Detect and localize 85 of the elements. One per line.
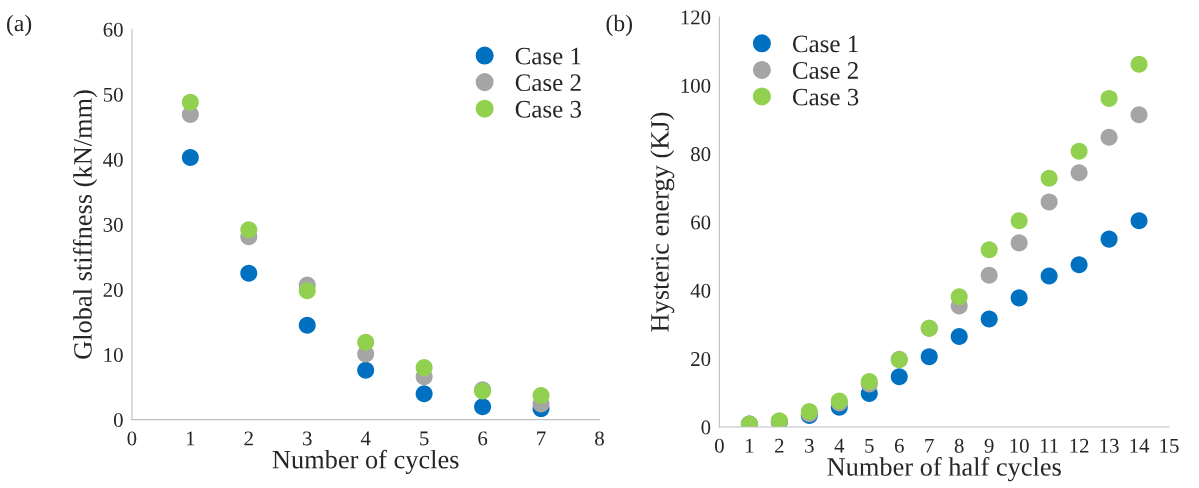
- point: [1040, 193, 1058, 211]
- x-tick-label: 10: [1010, 438, 1029, 453]
- point: [240, 221, 258, 239]
- x-tick-label: 0: [714, 438, 724, 453]
- point: [950, 327, 968, 345]
- legend-label: Case 1: [792, 35, 858, 53]
- point: [181, 148, 199, 166]
- legend-label: Case 1: [515, 47, 581, 65]
- y-tick-label: 10: [104, 347, 123, 363]
- x-tick-label: 11: [1040, 438, 1058, 453]
- text: (a): [7, 14, 32, 37]
- x-tick-label: 1: [746, 438, 754, 453]
- point: [920, 348, 938, 366]
- point: [415, 359, 433, 377]
- legend-label: Case 3: [515, 100, 582, 118]
- y-tick-label: 40: [690, 283, 711, 298]
- x-tick-label: 3: [805, 438, 814, 453]
- x-tick-label: 7: [925, 438, 934, 453]
- y-tick-label: 20: [103, 282, 123, 297]
- x-tick-label: 14: [1130, 438, 1150, 453]
- x-tick-label: 5: [865, 438, 874, 453]
- x-tick-label: 3: [303, 431, 312, 446]
- point: [1100, 128, 1118, 146]
- point: [1100, 89, 1118, 107]
- x-tick-label: 2: [244, 431, 253, 446]
- y-tick-label: 40: [103, 152, 123, 167]
- x-tick-label: 6: [478, 431, 488, 446]
- x-axis-title: Number of half cycles: [827, 457, 1061, 482]
- point: [980, 241, 998, 259]
- y-tick-label: 80: [691, 147, 711, 162]
- x-tick-label: 4: [834, 438, 845, 453]
- point: [1010, 289, 1028, 307]
- text: (b): [606, 14, 632, 37]
- y-tick-label: 50: [103, 87, 123, 102]
- point: [1070, 142, 1088, 160]
- point: [1010, 234, 1028, 252]
- legend-label: Case 2: [515, 74, 581, 92]
- x-tick-label: 0: [127, 431, 137, 446]
- point: [950, 288, 968, 306]
- point: [298, 282, 316, 300]
- y-tick-label: 30: [103, 217, 123, 232]
- x-tick-label: 13: [1100, 438, 1119, 453]
- point: [357, 333, 375, 351]
- point: [298, 316, 316, 334]
- x-tick-label: 15: [1160, 438, 1179, 453]
- point: [357, 361, 375, 379]
- point: [1130, 55, 1148, 73]
- point: [1040, 169, 1058, 187]
- point: [1130, 212, 1148, 230]
- point: [980, 310, 998, 328]
- point: [474, 398, 492, 416]
- point: [1010, 212, 1028, 230]
- y-tick-label: 120: [681, 10, 711, 25]
- y-tick-label: 20: [691, 352, 711, 367]
- y-axis-title: Hysteric energy (KJ): [650, 112, 675, 332]
- x-tick-label: 4: [360, 431, 371, 446]
- y-axis-title: Global stiffness (kN/mm): [72, 90, 98, 359]
- x-tick-label: 2: [775, 438, 784, 453]
- point: [1070, 164, 1088, 182]
- y-tick-label: 100: [681, 78, 711, 93]
- point: [181, 93, 199, 111]
- legend-label: Case 3: [792, 88, 859, 106]
- point: [890, 368, 908, 386]
- point: [1100, 230, 1118, 248]
- point: [532, 387, 550, 405]
- x-tick-label: 8: [595, 431, 604, 446]
- x-tick-label: 7: [537, 431, 546, 446]
- point: [1070, 256, 1088, 274]
- point: [1130, 106, 1148, 124]
- x-tick-label: 5: [420, 431, 429, 446]
- x-axis-title: Number of cycles: [272, 449, 459, 474]
- point: [415, 385, 433, 403]
- legend-label: Case 2: [792, 62, 858, 79]
- x-tick-label: 1: [186, 431, 195, 446]
- x-tick-label: 6: [894, 438, 904, 453]
- y-tick-label: 0: [701, 420, 711, 435]
- point: [1040, 267, 1058, 285]
- y-tick-label: 60: [103, 22, 123, 37]
- x-tick-label: 8: [954, 438, 964, 453]
- x-tick-label: 12: [1070, 438, 1089, 453]
- point: [240, 264, 258, 282]
- y-tick-label: 0: [113, 413, 123, 428]
- point: [980, 266, 998, 284]
- x-tick-label: 9: [984, 438, 994, 453]
- y-tick-label: 60: [691, 215, 711, 230]
